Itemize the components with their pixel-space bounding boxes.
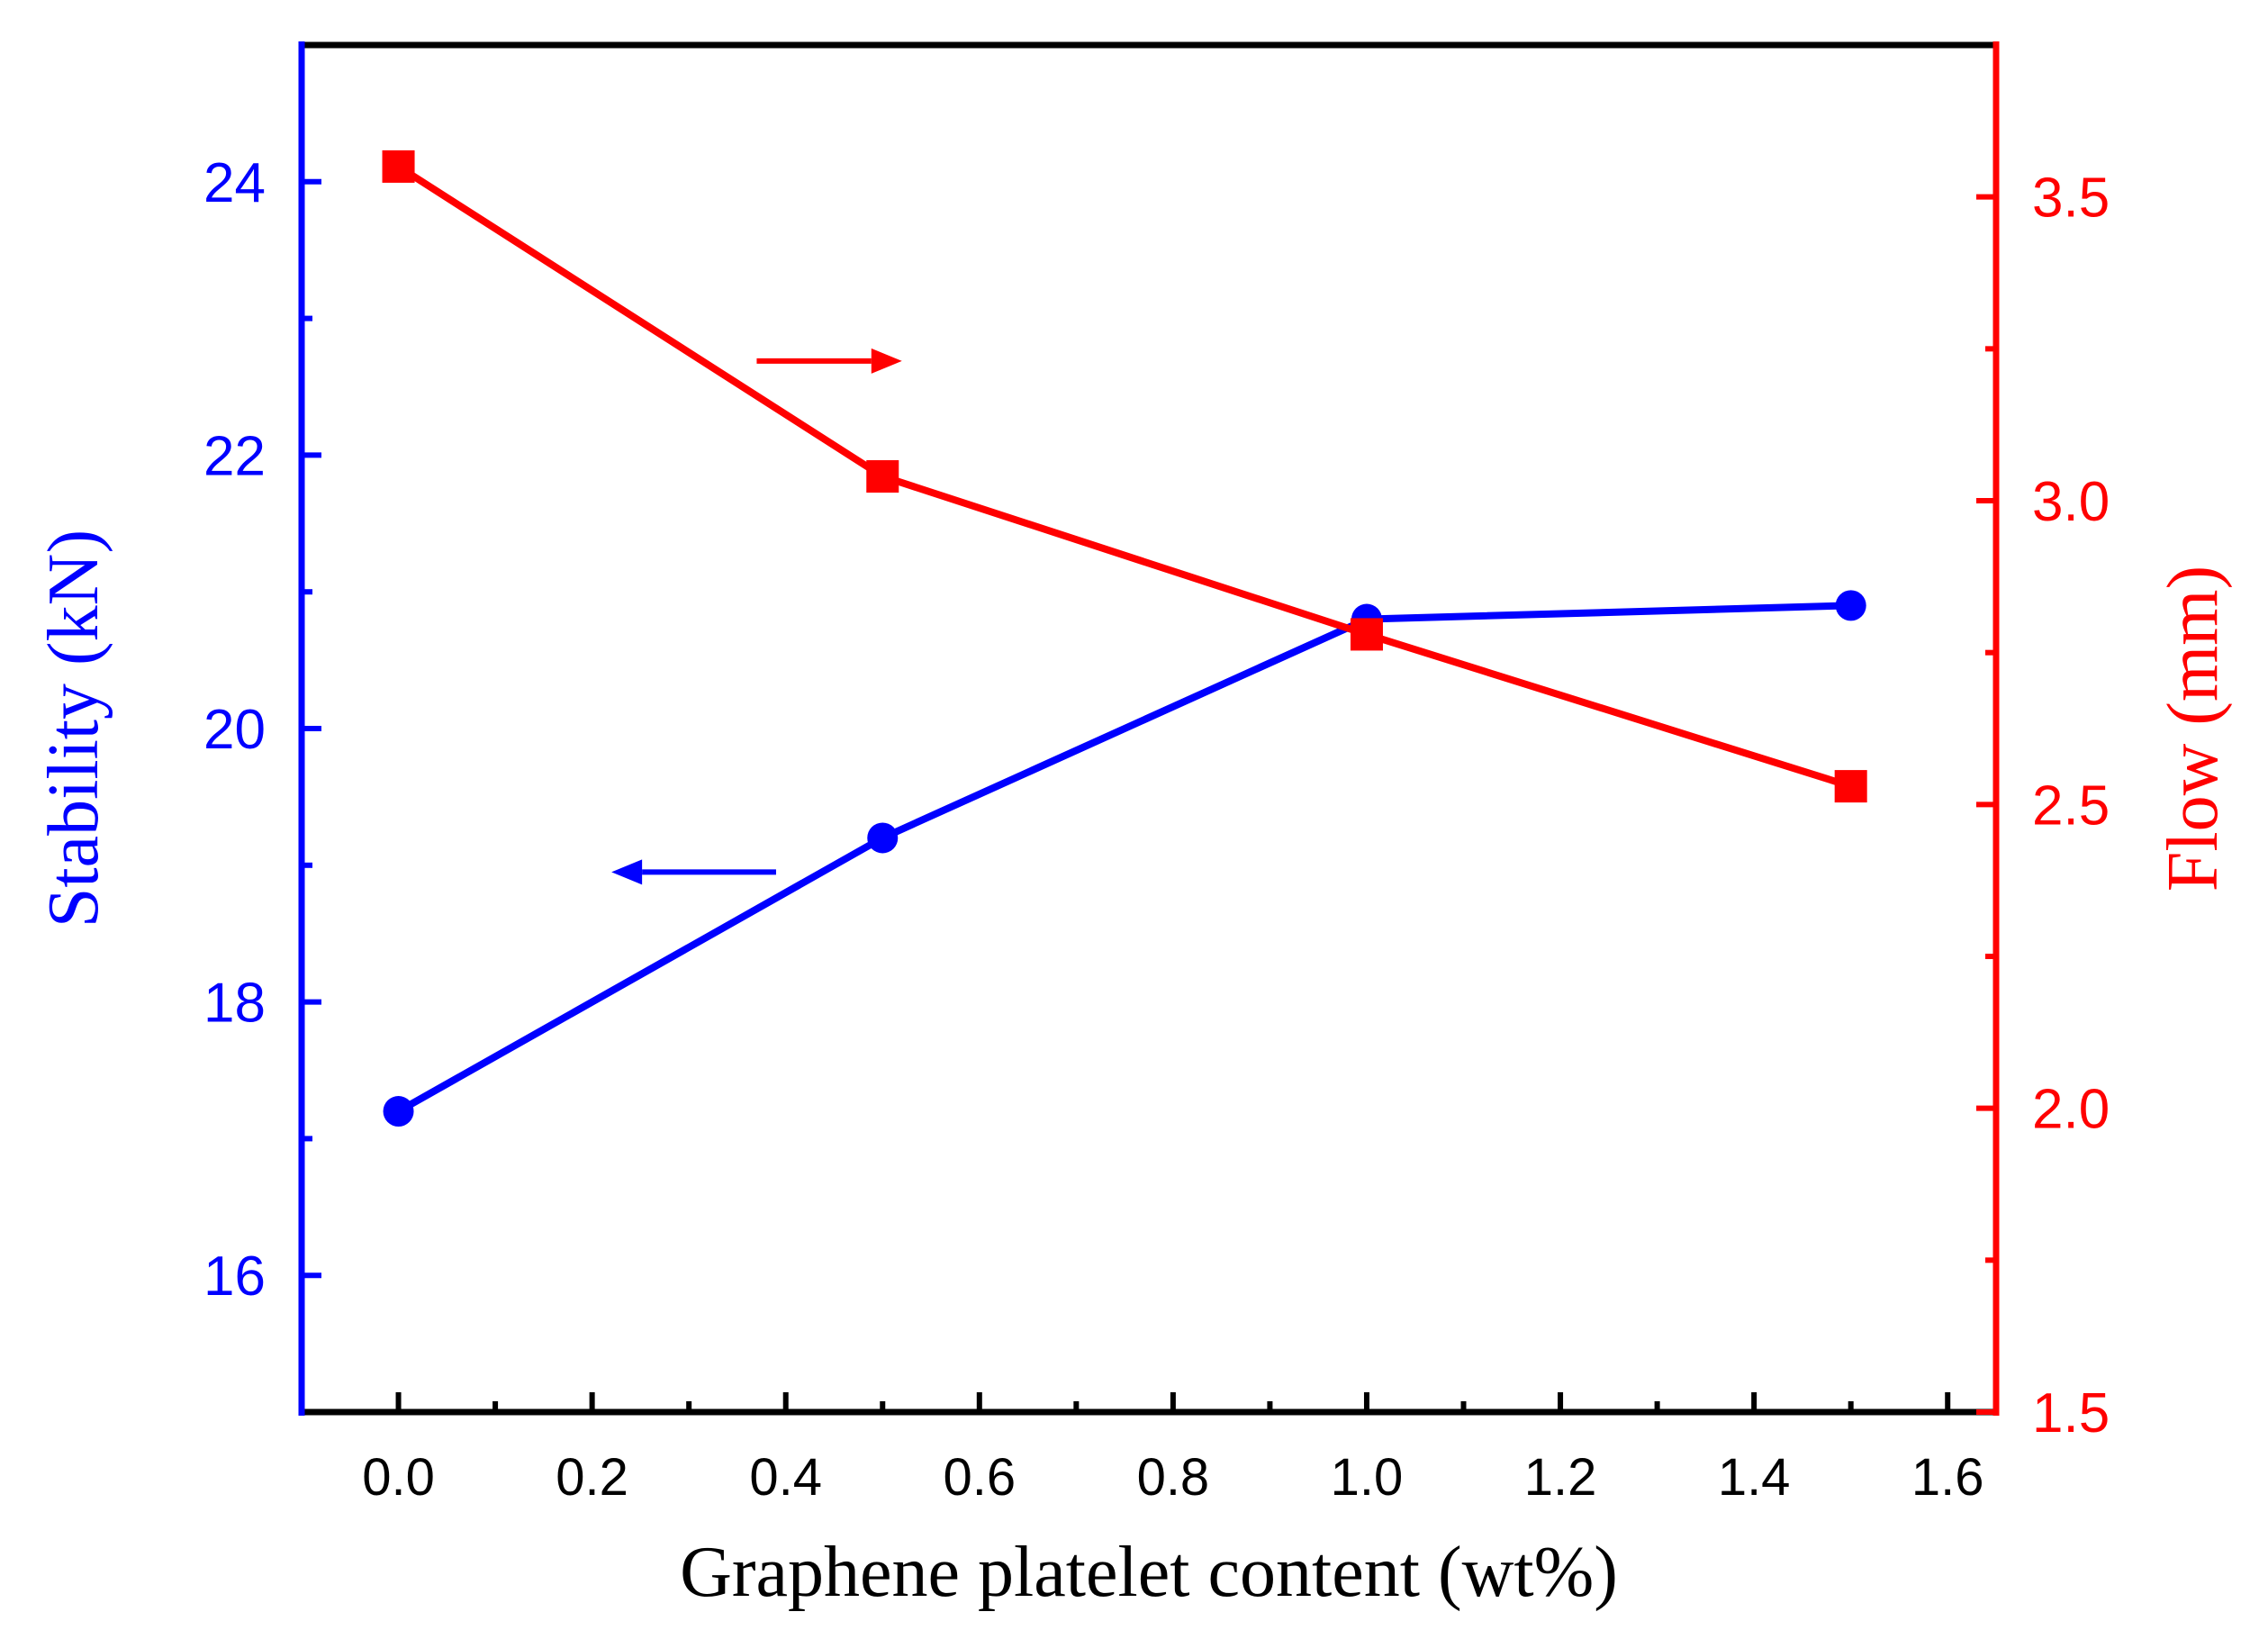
x-tick-label: 1.0 bbox=[1331, 1448, 1404, 1507]
axes-group bbox=[298, 41, 2000, 1416]
y-right-tick-label: 2.5 bbox=[2032, 774, 2110, 837]
data-point-stability bbox=[383, 1096, 414, 1127]
data-point-flow bbox=[866, 460, 899, 494]
x-tick-label: 0.2 bbox=[556, 1448, 628, 1507]
x-axis-title: Graphene platelet content (wt%) bbox=[680, 1533, 1618, 1612]
y-left-tick-label: 22 bbox=[203, 425, 266, 487]
arrow-right-icon bbox=[871, 348, 902, 374]
series-line-stability bbox=[396, 602, 1851, 1115]
y-right-tick-label: 2.0 bbox=[2032, 1079, 2110, 1141]
y-right-tick-label: 3.5 bbox=[2032, 168, 2110, 230]
series-line-flow bbox=[396, 163, 1852, 790]
arrow-left-icon bbox=[611, 859, 643, 885]
data-point-stability bbox=[867, 822, 899, 854]
x-tick-label: 1.4 bbox=[1718, 1448, 1791, 1507]
x-tick-label: 0.8 bbox=[1137, 1448, 1210, 1507]
x-tick-label: 0.6 bbox=[943, 1448, 1016, 1507]
x-tick-label: 0.0 bbox=[362, 1448, 435, 1507]
data-point-flow bbox=[1834, 770, 1867, 803]
y-left-tick-label: 18 bbox=[203, 973, 266, 1035]
ticks-group: 0.0 0.2 0.4 0.6 0.8 1.0 1.2 1.4 1.6 16 18 20 22 24 1.5… bbox=[203, 152, 2110, 1507]
x-tick-label: 0.4 bbox=[749, 1448, 822, 1507]
y-right-tick-label: 3.0 bbox=[2032, 471, 2110, 533]
y-left-tick-label: 20 bbox=[203, 699, 266, 761]
series-group bbox=[382, 149, 1867, 1127]
y-left-axis-title: Stability (kN) bbox=[34, 530, 113, 928]
data-point-flow bbox=[1350, 618, 1383, 651]
data-point-flow bbox=[382, 149, 415, 183]
y-left-tick-label: 16 bbox=[203, 1245, 266, 1308]
y-right-axis-title: Flow (mm) bbox=[2154, 566, 2233, 892]
x-tick-label: 1.6 bbox=[1911, 1448, 1984, 1507]
data-point-stability bbox=[1835, 590, 1866, 621]
x-tick-label: 1.2 bbox=[1524, 1448, 1597, 1507]
y-right-tick-label: 1.5 bbox=[2032, 1382, 2110, 1444]
y-left-tick-label: 24 bbox=[203, 152, 266, 214]
annotations-group bbox=[611, 348, 902, 885]
